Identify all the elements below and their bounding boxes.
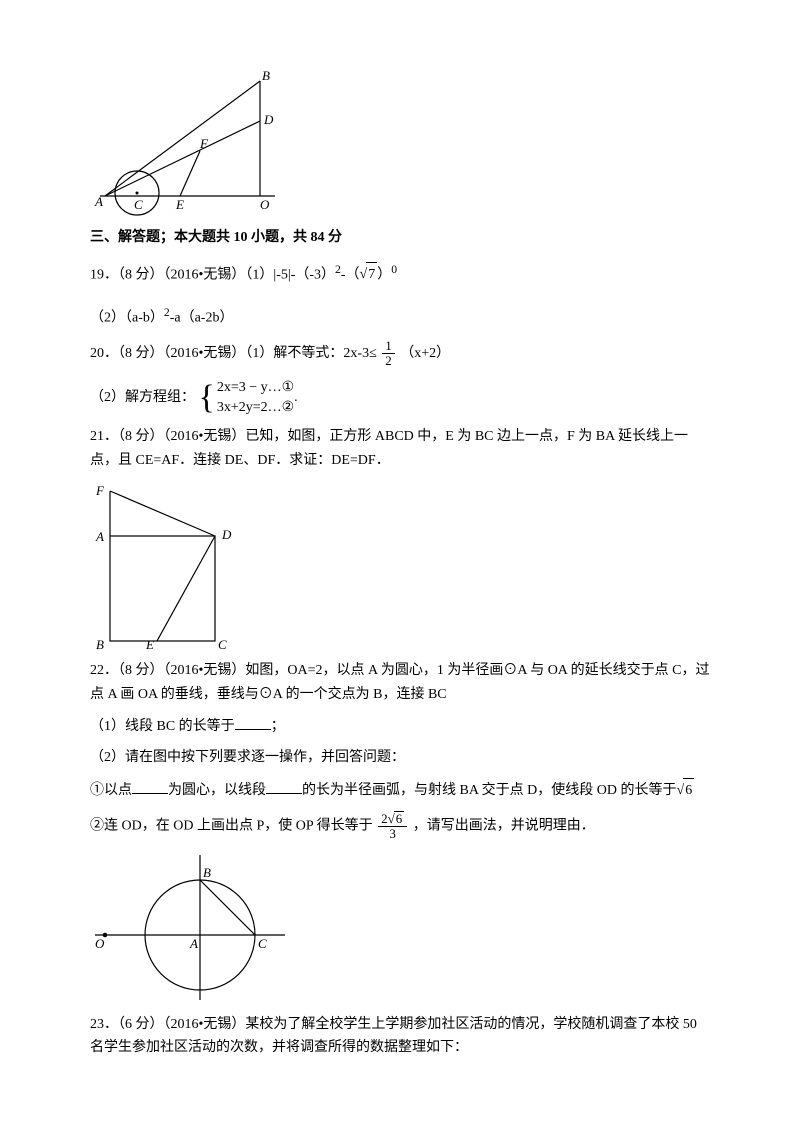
q22-C: C	[258, 936, 267, 951]
q22-l1: 22．（8 分）（2016•无锡）如图，OA=2，以点 A 为圆心，1 为半径画…	[90, 659, 710, 707]
q21-E: E	[145, 637, 154, 651]
q23: 23．（6 分）（2016•无锡）某校为了解全校学生上学期参加社区活动的情况，学…	[90, 1013, 710, 1061]
q22-A: A	[189, 936, 198, 951]
blank-center	[132, 779, 168, 794]
q19-dash: -（	[341, 267, 360, 282]
frac-22: 26 3	[378, 811, 407, 842]
q22-l2post: ；	[271, 719, 285, 734]
q19-sup0: 0	[391, 263, 397, 276]
q22-l4mid: 为圆心，以线段	[168, 783, 266, 798]
label-O: O	[260, 197, 270, 212]
label-D: D	[263, 112, 274, 127]
frac-half-d: 2	[382, 354, 395, 368]
q21-D: D	[221, 527, 232, 542]
label-E: E	[175, 197, 184, 212]
q19-l1a: 19．（8 分）（2016•无锡）（1）|-5|-（-3）	[90, 267, 335, 282]
fig-q22: O A B C	[90, 850, 710, 1005]
q22-l4: ①以点 为圆心，以线段 的长为半径画弧，与射线 BA 交于点 D，使线段 OD 的长…	[90, 778, 710, 803]
q22-O: O	[95, 936, 105, 951]
q22-l4mid2: 的长为半径画弧，与射线 BA 交于点 D，使线段 OD 的长等于	[302, 783, 677, 798]
q22-l3: （2）请在图中按下列要求逐一操作，并回答问题：	[90, 746, 710, 770]
section-title: 三、解答题；本大题共 10 小题，共 84 分	[90, 226, 710, 250]
q22-l5post: ，请写出画法，并说明理由．	[413, 819, 595, 834]
frac22-d: 3	[378, 827, 407, 841]
q21-C: C	[218, 637, 227, 651]
sys-end: .	[294, 390, 298, 405]
fig-q21: F A D B E C	[90, 481, 710, 651]
q22-l2pre: （1）线段 BC 的长等于	[90, 719, 235, 734]
q19-l2b: -a（a-2b）	[170, 311, 234, 326]
fig-q18: B D F A C E O	[90, 66, 710, 216]
q22-l5: ②连 OD，在 OD 上画出点 P，使 OP 得长等于 26 3 ，请写出画法，…	[90, 811, 710, 842]
frac-half-n: 1	[382, 339, 395, 354]
sys-l2: 3x+2y=2…②	[217, 398, 294, 418]
blank-radius	[266, 779, 302, 794]
q21-A: A	[95, 529, 104, 544]
blank-bc	[235, 715, 271, 730]
label-B: B	[262, 68, 270, 83]
q22-B: B	[203, 865, 211, 880]
equation-system: { 2x=3 − y…① 3x+2y=2…②	[199, 378, 295, 417]
q19-l2a: （2）（a-b）	[90, 311, 164, 326]
sqrt6: 6	[683, 778, 694, 803]
label-A: A	[94, 194, 103, 209]
sqrt7: 7	[366, 262, 377, 287]
label-C: C	[134, 197, 143, 212]
q20-l2pre: （2）解方程组：	[90, 390, 195, 405]
q21-B: B	[96, 637, 104, 651]
q19-close: ）	[377, 267, 391, 282]
q22-l4pre: ①以点	[90, 783, 132, 798]
q22-l5pre: ②连 OD，在 OD 上画出点 P，使 OP 得长等于	[90, 819, 373, 834]
q22-l2: （1）线段 BC 的长等于 ；	[90, 715, 710, 739]
q20-2: （2）解方程组： { 2x=3 − y…① 3x+2y=2…② .	[90, 378, 710, 417]
frac22-n: 26	[378, 811, 407, 827]
q21-F: F	[95, 483, 105, 498]
q19-2: （2）（a-b）2-a（a-2b）	[90, 303, 710, 330]
q20: 20．（8 分）（2016•无锡）（1）解不等式：2x-3≤ 1 2 （x+2）	[90, 339, 710, 369]
q20-l1b: （x+2）	[400, 346, 450, 361]
q19: 19．（8 分）（2016•无锡）（1）|-5|-（-3）2-（7）0	[90, 260, 710, 287]
sys-l1: 2x=3 − y…①	[217, 378, 294, 398]
label-F: F	[199, 136, 209, 151]
q21: 21．（8 分）（2016•无锡）已知，如图，正方形 ABCD 中，E 为 BC…	[90, 425, 710, 473]
frac-half: 1 2	[382, 339, 395, 369]
q20-l1: 20．（8 分）（2016•无锡）（1）解不等式：2x-3≤	[90, 346, 377, 361]
